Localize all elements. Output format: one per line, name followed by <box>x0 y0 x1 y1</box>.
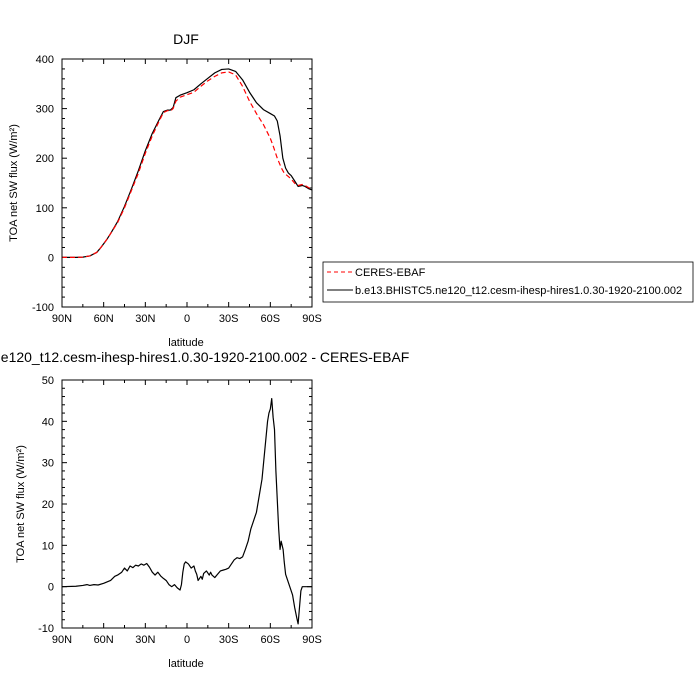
chart-top-xtick-label: 60S <box>261 313 281 325</box>
chart-bottom-xtick-label: 60S <box>261 634 281 646</box>
chart-bottom-xtick-label: 30N <box>135 634 155 646</box>
chart-bottom-plot-frame <box>61 379 313 629</box>
chart-bottom-xtick-label: 0 <box>184 634 190 646</box>
chart-top-series-line-1 <box>62 71 313 258</box>
chart-top-ytick-label: 100 <box>36 203 54 215</box>
chart-top-title: DJF <box>173 31 199 47</box>
chart-bottom-ytick-label: 10 <box>42 540 54 552</box>
legend-label-model: b.e13.BHISTC5.ne120_t12.cesm-ihesp-hires… <box>355 285 682 297</box>
chart-top-ytick-label: -100 <box>32 302 54 314</box>
chart-bottom-title: TC5.ne120_t12.cesm-ihesp-hires1.0.30-192… <box>0 349 409 365</box>
legend: CERES-EBAF b.e13.BHISTC5.ne120_t12.cesm-… <box>322 261 694 303</box>
chart-top-xlabel: latitude <box>168 337 203 349</box>
chart-top-xtick-label: 60N <box>94 313 114 325</box>
chart-bottom-xtick-label: 60N <box>94 634 114 646</box>
chart-bottom-ytick-label: 0 <box>48 582 54 594</box>
chart-bottom-ytick-label: -10 <box>38 623 54 635</box>
chart-bottom-ytick-label: 50 <box>42 375 54 387</box>
chart-top-xtick-label: 0 <box>184 313 190 325</box>
chart-bottom-series-line-0 <box>61 398 312 625</box>
chart-bottom-xlabel: latitude <box>168 658 203 670</box>
chart-bottom-series <box>61 398 312 625</box>
chart-top-xtick-label: 90N <box>52 313 72 325</box>
chart-top-axes: 90N 60N 30N 0 30S 60S 90S -100 0 100 200 300 400 <box>32 54 322 325</box>
chart-top-xtick-label: 30S <box>219 313 239 325</box>
chart-top-plot-frame <box>61 58 313 308</box>
chart-top-ytick-label: 0 <box>48 252 54 264</box>
chart-bottom-ylabel: TOA net SW flux (W/m²) <box>15 445 27 563</box>
chart-top-xtick-label: 90S <box>302 313 322 325</box>
chart-top-ylabel: TOA net SW flux (W/m²) <box>8 124 20 242</box>
chart-top-series <box>62 68 313 258</box>
legend-box <box>322 261 694 303</box>
chart-bottom-ytick-label: 40 <box>42 416 54 428</box>
chart-bottom-axes: 90N 60N 30N 0 30S 60S 90S -10 0 10 20 30 40 50 <box>38 375 322 646</box>
chart-top-ytick-label: 300 <box>36 104 54 116</box>
chart-bottom-xtick-label: 30S <box>219 634 239 646</box>
chart-bottom-difference: TC5.ne120_t12.cesm-ihesp-hires1.0.30-192… <box>0 349 409 670</box>
chart-bottom-ytick-label: 20 <box>42 499 54 511</box>
chart-top-ytick-label: 200 <box>36 153 54 165</box>
chart-top-series-line-0 <box>62 68 313 258</box>
chart-top-xtick-label: 30N <box>135 313 155 325</box>
chart-top-ytick-label: 400 <box>36 54 54 66</box>
legend-label-ceres: CERES-EBAF <box>355 267 426 279</box>
chart-bottom-ytick-label: 30 <box>42 458 54 470</box>
chart-bottom-xtick-label: 90N <box>52 634 72 646</box>
chart-bottom-xtick-label: 90S <box>302 634 322 646</box>
chart-top-djf: DJF 90N 60N 30N 0 30S 60S 90S -100 0 100 200 300 400… <box>8 31 322 349</box>
